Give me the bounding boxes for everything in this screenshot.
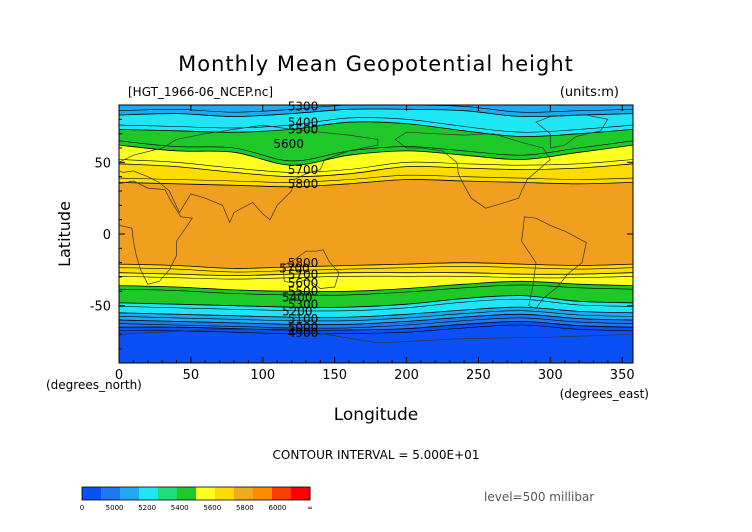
contour-line-minor [119,105,633,113]
x-axis-unit: (degrees_east) [560,387,649,401]
x-tick-label: 100 [250,368,275,383]
contour-label: 5500 [288,285,319,299]
contour-label: 5700 [288,163,319,177]
y-axis-label: Latitude [55,201,74,267]
contour-line-minor [119,324,633,335]
contour-label: 5200 [282,305,313,319]
colorbar-swatch [82,487,102,500]
contour-label: 5800 [288,256,319,270]
contour-line-5750 [119,272,633,277]
contour-label: 5500 [288,123,319,137]
contour-labels: 5300540055005600570058005800570057005600… [273,100,318,340]
colorbar-swatch [234,487,254,500]
colorbar-frame [81,486,311,501]
colorbar-swatch [139,487,159,500]
level-label: level=500 millibar [484,490,594,504]
colorbar-swatch [120,487,140,500]
coast-australia [282,249,340,289]
contour-line-minor [119,140,633,162]
contour-label: 5400 [282,290,313,304]
colorbar-tick-label: 5200 [138,504,156,512]
colorbar-swatch [196,487,216,500]
contour-line-5200 [119,313,633,325]
coast-antarctica [119,328,633,344]
coast-eurasia [119,124,379,224]
contour-line-5700 [119,280,633,292]
colorbar [81,486,311,501]
contour-line-5800 [119,179,633,188]
y-axis-ticks: -50 0 50 [90,118,633,350]
contour-label: 5700 [288,267,319,281]
contour-line-5300 [119,306,633,318]
y-tick-label: 0 [103,228,111,243]
contour-line-minor [119,174,633,183]
contour-line-minor [119,265,633,273]
colorbar-tick-label: 5800 [236,504,254,512]
y-tick-label: 50 [94,156,111,171]
chart-subtitle-units: (units:m) [560,85,619,100]
contour-line-5000 [119,320,633,331]
colorbar-tick-label: 5000 [106,504,124,512]
contour-line-minor [119,159,633,173]
contour-line-minor [119,310,633,322]
contour-line-minor [119,298,633,312]
contour-label: 5000 [288,320,319,334]
plot-area [119,105,633,363]
colorbar-tick-labels: 0 5000 5200 5400 5600 5800 6000 ∞ [80,504,313,512]
x-tick-label: 150 [322,368,347,383]
colorbar-swatch [158,487,178,500]
x-tick-label: 200 [394,368,419,383]
contour-label: 5400 [288,116,319,130]
contour-label: 5300 [288,298,319,312]
contour-label: 5600 [273,137,304,151]
x-tick-label: 0 [115,368,123,383]
colorbar-swatch [215,487,235,500]
colorbar-tick-label: 5600 [203,504,221,512]
x-axis-label: Longitude [334,405,419,425]
x-tick-label: 250 [466,368,491,383]
contour-line-5800 [119,262,633,269]
contour-line-minor [119,275,633,280]
contour-line-minor [119,317,633,329]
coast-greenland [535,114,609,149]
colorbar-tick-label: 5400 [171,504,189,512]
contour-label: 5800 [288,177,319,191]
colorbar-swatch [177,487,197,500]
x-axis-ticks: 0 50 100 150 200 250 300 350 [115,105,635,383]
colorbar-tick-label: ∞ [307,504,313,512]
contour-label: 5700 [279,262,310,276]
contour-line-minor [119,117,633,133]
y-tick-label: -50 [90,300,111,315]
contour-line-5700 [119,144,633,166]
contour-lines [119,105,633,335]
colorbar-swatch [253,487,273,500]
x-tick-label: 350 [610,368,635,383]
coast-africa [119,180,193,285]
coast-namerica [394,131,551,209]
colorbar-swatch [272,487,292,500]
contour-label: 5600 [288,276,319,290]
contour-line-5500 [119,295,633,308]
colorbar-swatch [291,487,311,500]
chart-title: Monthly Mean Geopotential height [178,52,574,76]
coast-samerica [521,216,587,309]
contour-label: 5300 [288,100,319,114]
x-tick-label: 50 [183,368,200,383]
color-bands [119,105,633,331]
coastlines [119,114,633,344]
chart-subtitle-file: [HGT_1966-06_NCEP.nc] [128,85,273,99]
y-axis-unit: (degrees_north) [46,378,142,392]
contour-label: 5100 [288,312,319,326]
colorbar-swatch [101,487,121,500]
x-tick-label: 300 [538,368,563,383]
contour-label: 4900 [288,326,319,340]
contour-interval-label: CONTOUR INTERVAL = 5.000E+01 [273,448,480,462]
contour-line-5750 [119,163,633,178]
colorbar-tick-label: 0 [80,504,84,512]
colorbar-tick-label: 6000 [269,504,287,512]
contour-line-minor [119,284,633,296]
band-tropics [119,179,633,269]
